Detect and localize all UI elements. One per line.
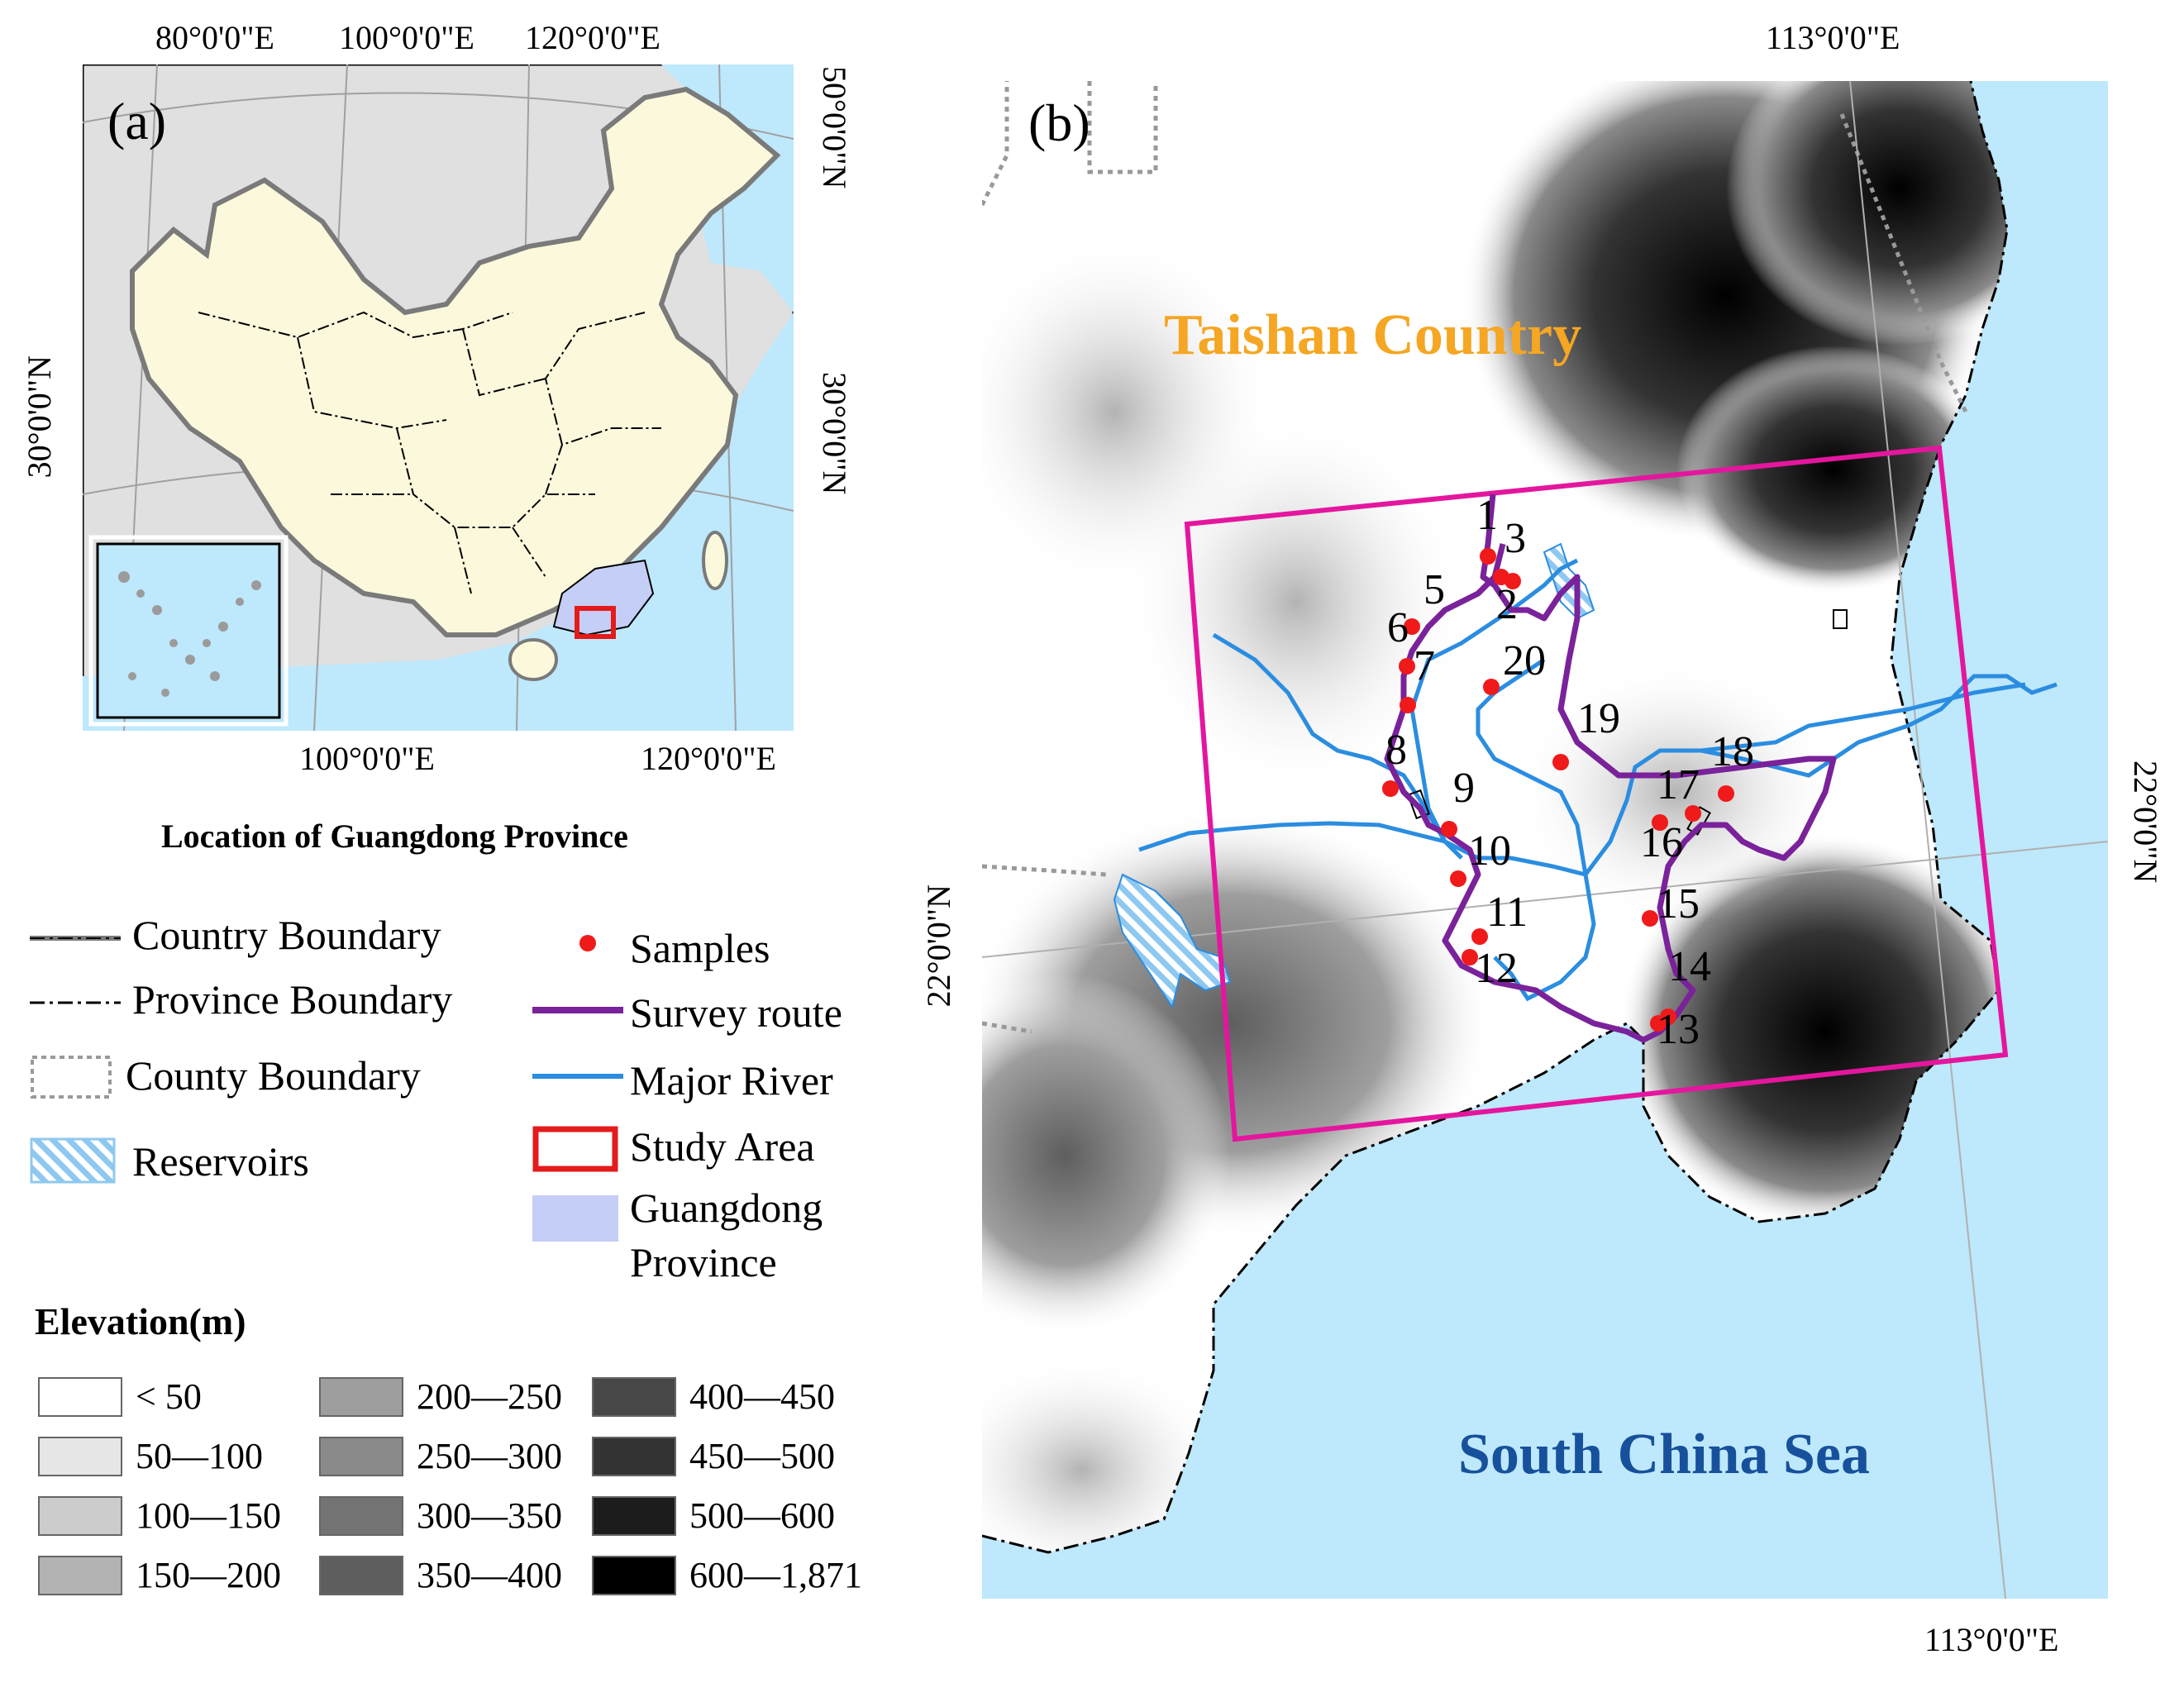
legend-province-label: Province Boundary: [132, 976, 453, 1023]
b-panel-label: (b): [1028, 93, 1090, 152]
legend-county-label: County Boundary: [126, 1052, 421, 1099]
a-caption: Location of Guangdong Province: [161, 818, 628, 855]
elevation-class-label: 100—150: [136, 1495, 281, 1536]
sample-label-19: 19: [1577, 695, 1620, 742]
legend-country-label: Country Boundary: [132, 912, 441, 958]
study-map: [982, 81, 2108, 1599]
legend-reservoir-symbol: [30, 1137, 116, 1184]
elevation-class-label: 300—350: [417, 1495, 562, 1536]
sample-label-8: 8: [1385, 727, 1407, 774]
elevation-class-label: 500—600: [689, 1495, 835, 1536]
sample-label-9: 9: [1453, 765, 1475, 812]
elevation-swatch: [319, 1377, 403, 1417]
china-map: [83, 64, 794, 731]
sample-label-2: 2: [1496, 581, 1518, 628]
elevation-swatch: [592, 1496, 676, 1536]
sample-label-10: 10: [1468, 827, 1511, 875]
taishan-label: Taishan Country: [1164, 303, 1582, 367]
legend-province-symbol: [30, 1001, 121, 1004]
legend-samples-symbol: [579, 935, 596, 951]
elevation-swatch: [38, 1556, 122, 1595]
elevation-class-label: 150—200: [136, 1555, 281, 1595]
a-panel-label: (a): [107, 92, 167, 150]
elevation-swatch: [592, 1556, 676, 1595]
elevation-class-label: < 50: [136, 1376, 202, 1417]
a-bottom-tick-100: 100°0'0"E: [299, 740, 435, 777]
elevation-title: Elevation(m): [35, 1300, 246, 1342]
legend-samples-label: Samples: [630, 925, 770, 971]
legend-county-symbol: [31, 1056, 112, 1099]
sample-label-3: 3: [1504, 515, 1526, 562]
elevation-class-label: 600—1,871: [689, 1555, 862, 1595]
legend-study-area-label: Study Area: [630, 1123, 815, 1170]
sample-label-7: 7: [1414, 642, 1435, 689]
legend-reservoir-label: Reservoirs: [132, 1138, 309, 1185]
sample-label-5: 5: [1423, 566, 1445, 613]
elevation-swatch: [38, 1377, 122, 1417]
a-right-tick-50: 50°0'0"N: [816, 66, 853, 189]
sample-label-1: 1: [1476, 492, 1498, 539]
sample-label-17: 17: [1657, 761, 1700, 808]
elevation-swatch: [38, 1496, 122, 1536]
elevation-swatch: [319, 1556, 403, 1595]
legend-river-symbol: [532, 1074, 623, 1079]
elevation-swatch: [38, 1437, 122, 1476]
sample-label-12: 12: [1475, 945, 1518, 992]
elevation-class-label: 400—450: [689, 1376, 835, 1417]
elevation-swatch: [592, 1437, 676, 1476]
b-bottom-tick: 113°0'0"E: [1924, 1621, 2059, 1658]
elevation-class-label: 250—300: [417, 1436, 562, 1476]
sample-label-20: 20: [1503, 637, 1546, 684]
legend-route-label: Survey route: [630, 989, 842, 1036]
sample-label-16: 16: [1640, 819, 1683, 866]
sample-label-6: 6: [1387, 604, 1409, 651]
legend-route-symbol: [532, 1007, 623, 1013]
legend-country-symbol: [30, 936, 121, 941]
elevation-swatch: [319, 1496, 403, 1536]
a-top-tick-80: 80°0'0"E: [155, 19, 274, 56]
elevation-class-label: 200—250: [417, 1376, 562, 1417]
b-right-tick: 22°0'0"N: [2127, 760, 2164, 884]
legend-guangdong-symbol: [532, 1195, 618, 1242]
elevation-class-label: 450—500: [689, 1436, 835, 1476]
elevation-swatch: [319, 1437, 403, 1476]
elevation-class-label: 350—400: [417, 1555, 562, 1595]
legend-river-label: Major River: [630, 1057, 833, 1104]
sample-label-15: 15: [1657, 880, 1700, 927]
south-china-sea-label: South China Sea: [1458, 1423, 1870, 1486]
b-left-tick: 22°0'0"N: [920, 884, 957, 1008]
sample-label-11: 11: [1486, 889, 1528, 936]
a-top-tick-100: 100°0'0"E: [339, 19, 474, 56]
b-top-tick: 113°0'0"E: [1766, 19, 1900, 56]
sample-label-14: 14: [1668, 943, 1711, 990]
a-bottom-tick-120: 120°0'0"E: [641, 740, 776, 777]
a-top-tick-120: 120°0'0"E: [525, 19, 660, 56]
legend-guangdong-label-2: Province: [630, 1239, 777, 1285]
sample-label-18: 18: [1711, 728, 1754, 775]
elevation-swatch: [592, 1377, 676, 1417]
legend-study-area-symbol: [532, 1126, 618, 1172]
legend-guangdong-label-1: Guangdong: [630, 1185, 823, 1231]
sample-label-13: 13: [1657, 1006, 1700, 1053]
a-right-tick-30: 30°0'0"N: [816, 372, 853, 495]
elevation-class-label: 50—100: [136, 1436, 263, 1476]
a-left-tick: 30°0'0"N: [21, 355, 58, 479]
